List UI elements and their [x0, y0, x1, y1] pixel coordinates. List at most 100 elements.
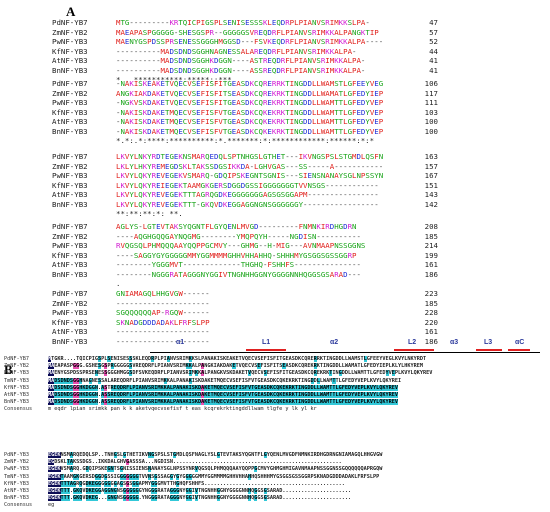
sequence-residues: SKNADGDDDADAKLFRFSLPP: [116, 317, 210, 327]
alignment-row: AtNF-YB3 LKVYLQKYREVEGEKTTTAGRQGDKEGGGGGG…: [52, 190, 512, 200]
sequence-residues: ----AQGHGQQGAYNQGMG--------YMQPQYH-----N…: [116, 231, 361, 241]
ss-l2-arrow: [394, 349, 434, 351]
alignment-row: BnNF-YB3 -NAKISKDAKETMQECVSEFISFVTGEASDKC…: [52, 127, 512, 137]
alignment-row: PdNF-YB7 -NAKISKEAKETVQECVSEFISFITGEASDKC…: [52, 79, 512, 89]
sequence-name: KfNF-YB3: [52, 107, 88, 117]
panel-a-label: A: [66, 4, 76, 19]
alignment-row: KfNF-YB3 EGEKTTTAGRQGDKEGGGGGGGAGSGSGGAPM…: [4, 480, 544, 488]
consensus-row: Consensus m eqdr lpian srimkk pan k k ake…: [4, 406, 544, 413]
panel-a-block: PdNF-YB7 MTG---------KRTQICPIGSPLSENISESS…: [52, 18, 512, 85]
sequence-position: 44: [429, 46, 438, 56]
alignment-row: PwNF-YB3 MAENYGSPDSSPRSENESSGGGHMGGSDFSVK…: [4, 370, 544, 377]
alignment-row: PdNF-YB7 MTG---------KRTQICPIGSPLSENISESS…: [52, 18, 512, 28]
sequence-name: ZmNF-YB2: [52, 161, 88, 171]
sequence-residues: EGEKTTT.GKQVDKEG...GNGNSGGGGG.YNGGGRATAG…: [48, 495, 352, 502]
sequence-residues: ----------MADSDNDSGGHKDGGN----ASTREQDRFL…: [116, 56, 366, 65]
sequence-name: AtNF-YB3: [52, 117, 88, 126]
panel-a-block: PdNF-YB7 GNIAMAGQLHHGVGW------ 223 ZmNF-YB2…: [52, 289, 512, 356]
sequence-residues: LKVYLQKYREVEGEKTTTAGRQGDKEGGGGGGGAGSGSGG…: [116, 190, 379, 199]
sequence-residues: -NAKISKDAKETMQECVSEFISFVTGEASDKCQKEKRKTI…: [116, 107, 384, 117]
sequence-name: PwNF-YB3: [4, 370, 29, 377]
sequence-name: BnNF-YB3: [52, 199, 88, 209]
consensus-row: Consensus eg: [4, 502, 544, 509]
sequence-name: PdNF-YB7: [4, 356, 29, 362]
sequence-position: 185: [424, 231, 438, 241]
ss-l1-arrow: [246, 349, 286, 351]
sequence-position: 117: [424, 88, 438, 98]
ss-l2-label: L2: [408, 339, 417, 346]
sequence-residues: -NAKISKDAKETMQECVSEFISFVTGEASDKCQKEKRKTI…: [116, 126, 384, 136]
sequence-position: 47: [429, 18, 438, 27]
consensus-sequence: m eqdr lpian srimkk pan k k aketvqecvsef…: [48, 406, 317, 413]
alignment-row: BnNF-YB3 LKVYLQKYREVEGEKTTT-GKQVDKEGGAGGN…: [52, 200, 512, 210]
sequence-residues: ----SAGGYGYGGGGGMMYGGMMMMGHHVHHAHHQ-SHHH…: [116, 250, 357, 260]
sequence-name: PdNF-YB7: [52, 79, 88, 88]
sequence-residues: MAEAPASPGGGGG-SHESGSPR--GGGGGSVREQDRFLPI…: [116, 27, 379, 37]
sequence-position: 228: [424, 308, 438, 317]
alignment-row: PwNF-YB3 MAENYGSPDSSPRSENESSGGGHMGGSD---F…: [52, 37, 512, 47]
alignment-row: KfNF-YB3 LKVYLQKYREIEGEKTAAMGKGERSDGGDGSS…: [52, 181, 512, 191]
sequence-position: 163: [424, 152, 438, 161]
sequence-name: TmNF-YB3: [4, 473, 29, 480]
alignment-row: AtNF-YB3 --------YGGGMVT-------------THGH…: [52, 260, 512, 270]
alignment-row: PwNF-YB3 EGEKVSMARQ.GDQIPSKEGNTSGNISSIENS…: [4, 466, 544, 473]
sequence-name: PdNF-YB7: [52, 289, 88, 298]
sequence-position: 41: [429, 65, 438, 75]
sequence-name: BnNF-YB3: [52, 269, 88, 279]
conservation-symbols: * . ***********:*****::***: [116, 75, 232, 84]
conservation-symbols: *.*:.*:****:**********:*.*******:*:*****…: [116, 136, 375, 145]
alignment-row: BnNF-YB3 --------NGGGRATAGGGNYGGIVTNGNHHG…: [52, 270, 512, 280]
sequence-residues: MADSDNDSGGHKDGGN.ASSREQDRFLPIANVSRIMKKAL…: [48, 391, 398, 398]
ss-alpha2-label: α2: [330, 339, 339, 346]
sequence-position: 199: [424, 250, 438, 260]
alignment-row: KfNF-YB3 -NAKISKDAKETMQECVSEFISFVTGEASDKC…: [52, 108, 512, 118]
panel-a-block: PdNF-YB7 LKVYLNKYRDTEGEKNSMARQEDQLSPTNHGS…: [52, 152, 512, 219]
sequence-position: 57: [429, 27, 438, 37]
sequence-residues: ---------------------: [116, 336, 210, 346]
consensus-sequence: eg: [48, 502, 55, 509]
sequence-name: PwNF-YB3: [52, 241, 88, 250]
alignment-row: ZmNF-YB2 MAEAPASPGGGGG-SHESGSPR--GGGGGSVR…: [52, 28, 512, 38]
sequence-name: AtNF-YB3: [4, 487, 29, 494]
sequence-name: KfNF-YB3: [52, 180, 88, 190]
sequence-residues: -NAKISKDAKETMQECVSEFISFVTGEASDKCQKEKRKTI…: [116, 117, 384, 126]
sequence-residues: ----------MADSDNDSGGHKDGGN----ASSREQDRFL…: [116, 65, 366, 75]
sequence-name: TmNF-YB3: [4, 377, 29, 384]
alignment-row: PwNF-YB3 RVQGSQLPHMQQQAAYQQPPGCMVY---GHMG…: [52, 241, 512, 251]
sequence-position: 52: [429, 37, 438, 46]
conservation-row: **:**:**:*: **.: [52, 209, 512, 219]
ss-alpha1-label: α1: [176, 339, 185, 346]
conservation-symbols: .: [116, 279, 121, 288]
alignment-row: KfNF-YB3 SKNADGDDDADAKLFRFSLPP 220: [52, 318, 512, 328]
alignment-row: ZmNF-YB2 ANGKIAKDAKETVQECVSEFISFITSEASDKC…: [52, 89, 512, 99]
sequence-name: PwNF-YB3: [52, 308, 88, 317]
sequence-position: 41: [429, 56, 438, 65]
sequence-position: 161: [424, 327, 438, 336]
sequence-name: PdNF-YB3: [4, 452, 29, 458]
sequence-name: ZmNF-YB2: [52, 298, 88, 308]
sequence-position: 185: [424, 298, 438, 308]
sequence-name: KfNF-YB3: [4, 384, 29, 391]
sequence-position: 143: [424, 190, 438, 199]
alignment-row: BnNF-YB3 --------------------- 186: [52, 337, 512, 347]
sequence-residues: GNIAMAGQLHHGVGW------: [116, 289, 210, 298]
sequence-residues: MAENYGSPDSSPRSENESSGGGHMGGSD---FSVKEQDRF…: [116, 37, 384, 46]
sequence-position: 100: [424, 126, 438, 136]
alignment-row: AtNF-YB3 -NAKISKDAKETMQECVSEFISFVTGEASDKC…: [52, 117, 512, 127]
sequence-name: PwNF-YB3: [52, 98, 88, 107]
alignment-row: KfNF-YB3 ----SAGGYGYGGGGGMMYGGMMMMGHHVHHA…: [52, 251, 512, 261]
consensus-label: Consensus: [4, 502, 33, 509]
ss-alphac-arrow: [508, 349, 530, 351]
sequence-name: ZmNF-YB2: [52, 231, 88, 241]
sequence-position: 208: [424, 222, 438, 231]
sequence-position: 186: [424, 336, 438, 346]
sequence-residues: EGEKNSMARQEDQLSP..TNHGSLGTHETIKVNGSPSLST…: [48, 452, 383, 458]
alignment-row: PwNF-YB3 -NGKVSKDAKETVQECVSEFISFITGEASDKC…: [52, 98, 512, 108]
sequence-name: BnNF-YB3: [52, 65, 88, 75]
sequence-name: ZmNF-YB2: [52, 27, 88, 37]
sequence-residues: ---------------------: [116, 327, 210, 336]
conservation-row: * . ***********:*****::***: [52, 75, 512, 85]
alignment-row: AtNF-YB3 MADSDNDSGGHKDGGN.ASSREQDRFLPIANV…: [4, 391, 544, 399]
alignment-row: ZmNF-YB2 --------------------- 185: [52, 299, 512, 309]
panel-b-label: B: [4, 362, 13, 377]
